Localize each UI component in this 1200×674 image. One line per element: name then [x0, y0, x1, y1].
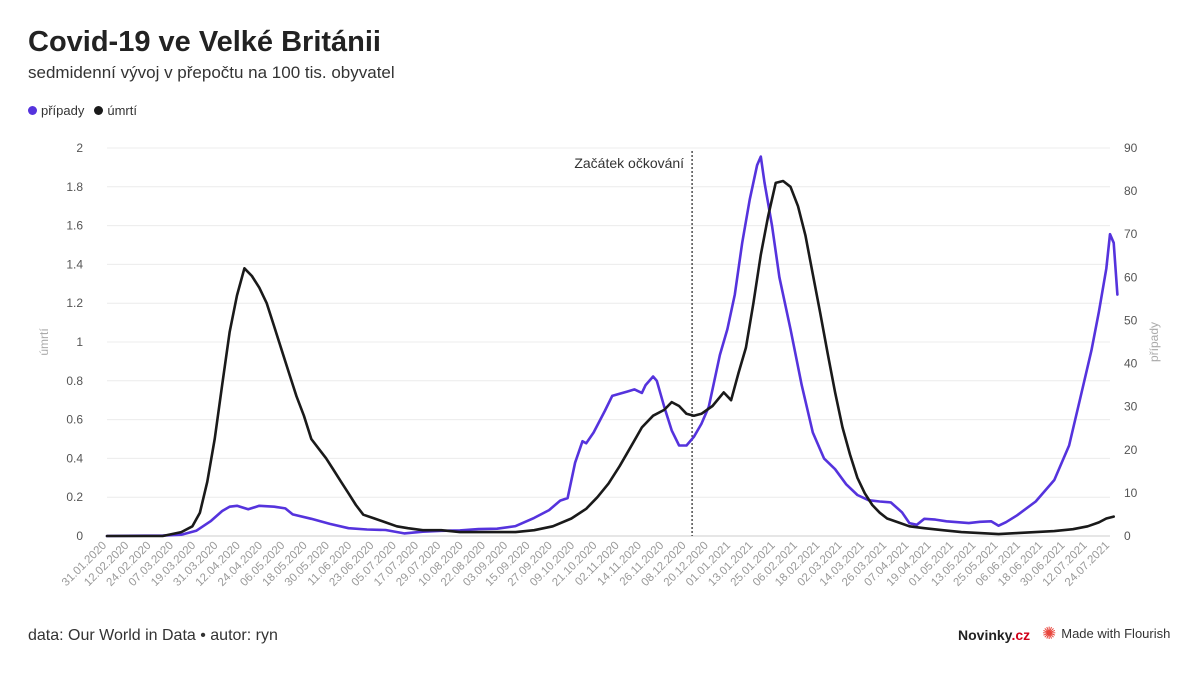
legend-label-deaths: úmrtí [107, 103, 137, 118]
right-tick-label: 0 [1124, 529, 1131, 543]
flourish-label: Made with Flourish [1061, 626, 1171, 641]
flourish-credit[interactable]: ✺ Made with Flourish [1042, 625, 1170, 642]
right-tick-label: 40 [1124, 357, 1138, 371]
brand-main: Novinky [958, 627, 1012, 643]
vaccination-annotation: Začátek očkování [574, 155, 684, 171]
legend: případy úmrtí [28, 103, 137, 118]
right-tick-label: 50 [1124, 313, 1138, 327]
legend-label-cases: případy [41, 103, 85, 118]
left-tick-label: 1.8 [66, 180, 83, 194]
novinky-logo[interactable]: Novinky.cz [958, 627, 1030, 643]
left-tick-label: 1 [76, 335, 83, 349]
left-tick-label: 1.2 [66, 296, 83, 310]
left-tick-label: 0.4 [66, 451, 83, 465]
deaths-legend-swatch [94, 106, 104, 115]
left-tick-label: 0.6 [66, 413, 83, 427]
left-tick-label: 0.2 [66, 490, 83, 504]
source-credit: data: Our World in Data • autor: ryn [28, 627, 278, 644]
right-tick-label: 30 [1124, 400, 1138, 414]
right-tick-label: 70 [1124, 227, 1138, 241]
right-tick-label: 10 [1124, 486, 1138, 500]
brand-suffix: .cz [1011, 627, 1031, 643]
left-tick-label: 2 [76, 141, 83, 155]
cases-legend-swatch [28, 106, 37, 115]
left-axis-title: úmrtí [37, 328, 51, 356]
left-tick-label: 1.6 [66, 219, 83, 233]
left-tick-label: 0 [76, 529, 83, 543]
right-tick-label: 60 [1124, 270, 1138, 284]
right-tick-label: 20 [1124, 443, 1138, 457]
left-tick-label: 1.4 [66, 257, 83, 271]
right-tick-label: 80 [1124, 184, 1138, 198]
legend-item-deaths[interactable]: úmrtí [94, 103, 137, 118]
left-tick-label: 0.8 [66, 374, 83, 388]
right-tick-label: 90 [1124, 141, 1138, 155]
series-line-deaths [105, 179, 1115, 538]
right-axis-title: případy [1147, 322, 1161, 362]
legend-item-cases[interactable]: případy [28, 103, 84, 118]
series-line-cases [105, 155, 1119, 538]
chart-subtitle: sedmidenní vývoj v přepočtu na 100 tis. … [28, 63, 395, 82]
chart-title: Covid-19 ve Velké Británii [28, 26, 381, 58]
flourish-burst-icon: ✺ [1042, 624, 1057, 643]
